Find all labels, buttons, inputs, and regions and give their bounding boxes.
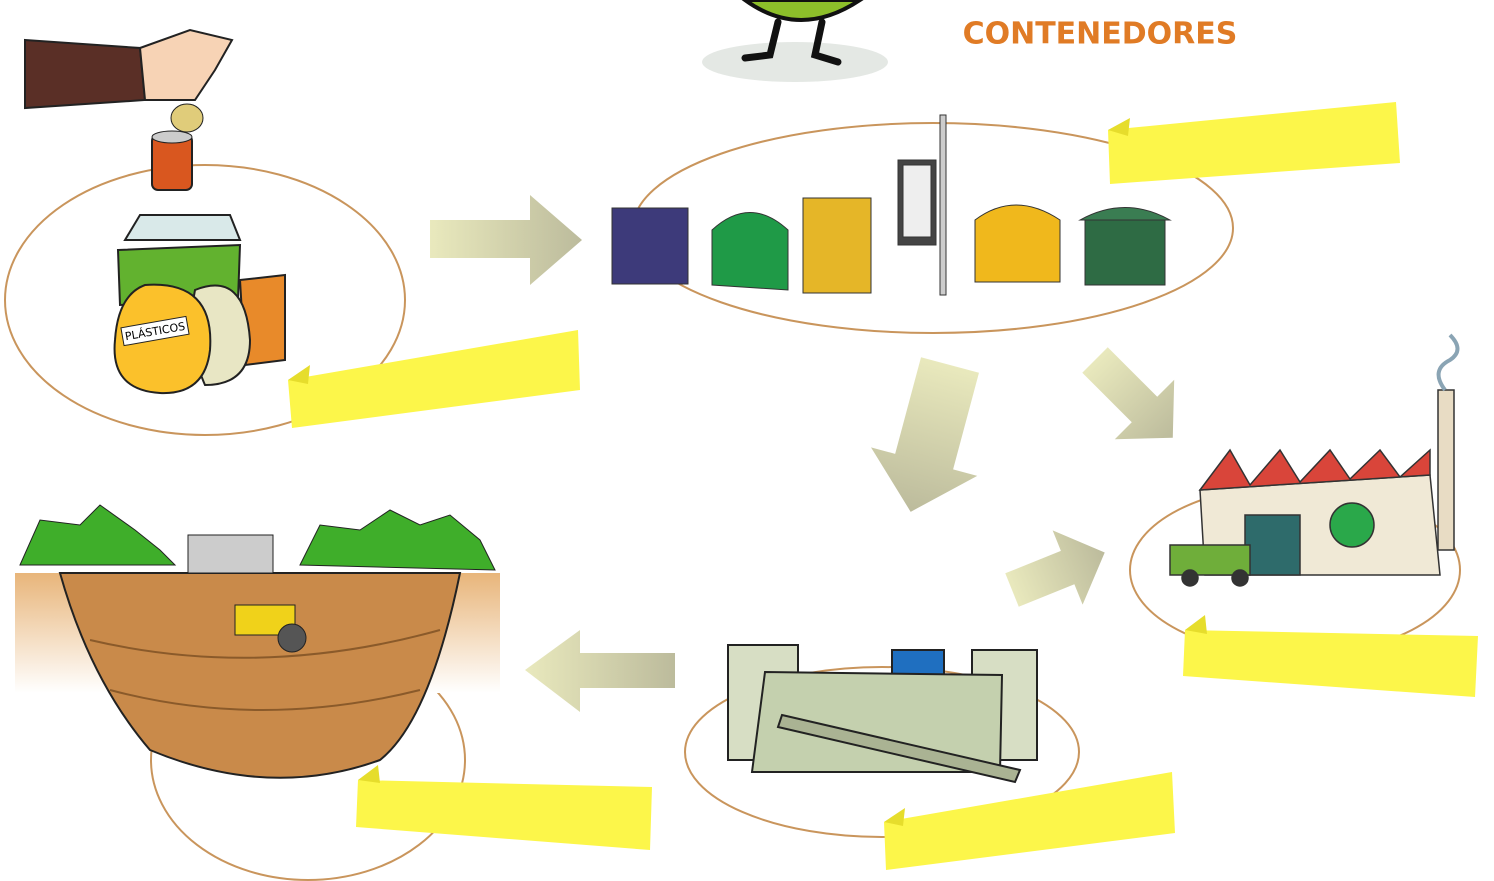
arrow	[1065, 330, 1202, 467]
garbage-illustration: PLÁSTICOS	[115, 215, 285, 393]
note	[1108, 102, 1400, 184]
diagram: CONTENEDORES PLÁSTICOS	[0, 0, 1494, 881]
arrow	[430, 195, 582, 285]
containers-illustration	[612, 115, 1170, 295]
factory-illustration	[1170, 335, 1458, 586]
note	[1183, 615, 1478, 697]
mascot	[702, 0, 888, 82]
landfill-illustration	[15, 505, 500, 778]
plant-illustration	[728, 645, 1037, 782]
arrow	[858, 351, 1004, 526]
note	[288, 330, 580, 428]
arrow	[525, 630, 675, 712]
note	[884, 772, 1175, 870]
arrow	[997, 515, 1120, 627]
title: CONTENEDORES	[963, 17, 1238, 52]
note	[356, 765, 652, 850]
